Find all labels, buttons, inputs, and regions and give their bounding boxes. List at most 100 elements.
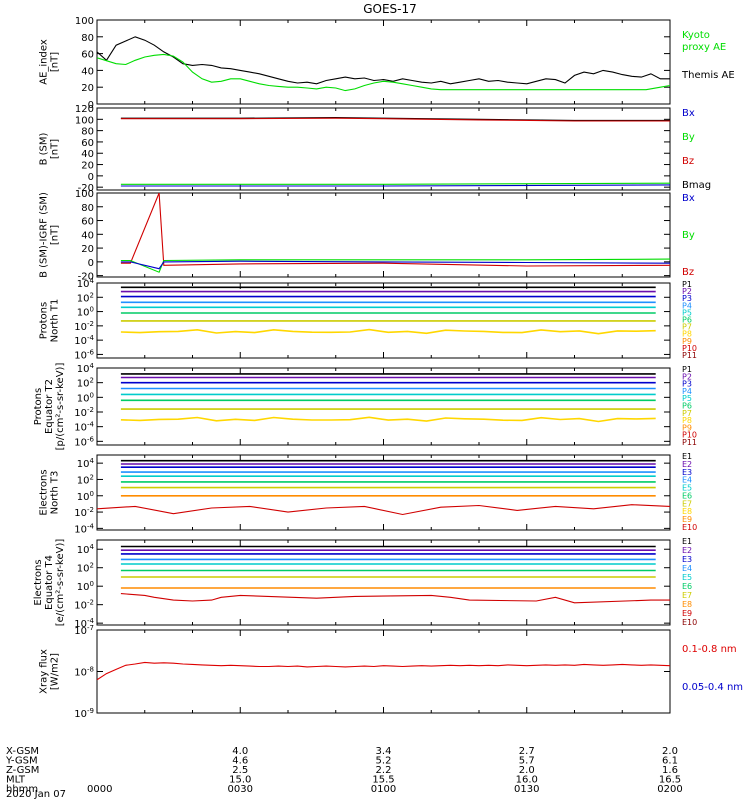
legend: Bx By Bz bbox=[682, 193, 695, 278]
legend-entry: P8 bbox=[682, 330, 692, 339]
y-tick-label: 0 bbox=[88, 100, 94, 111]
y-axis-label-line: Equator T2 bbox=[44, 379, 55, 434]
time-axis-value: 15.5 bbox=[372, 775, 394, 786]
legend-entry: P10 bbox=[682, 344, 697, 353]
time-axis-value: 3.4 bbox=[376, 746, 392, 757]
series-group bbox=[97, 661, 670, 681]
legend-entry: P11 bbox=[682, 351, 697, 360]
chart-title: GOES-17 bbox=[363, 2, 417, 16]
time-axis-row-label: Z-GSM bbox=[6, 765, 39, 776]
y-tick-label: 10-2 bbox=[74, 406, 94, 419]
y-tick-label: 100 bbox=[77, 306, 94, 319]
time-axis-value: 4.0 bbox=[232, 746, 248, 757]
legend-entry: 0.1-0.8 nm bbox=[682, 644, 737, 655]
time-axis-row-label: 2020 Jan 07 bbox=[6, 789, 66, 800]
legend-entry: E6 bbox=[682, 582, 692, 591]
y-axis-label-line: AE_index bbox=[39, 39, 50, 85]
series-group bbox=[120, 373, 656, 423]
time-axis-row-label: Y-GSM bbox=[5, 756, 38, 767]
legend-entry: E9 bbox=[682, 609, 692, 618]
y-axis-label-line: North T3 bbox=[50, 471, 61, 515]
legend-entry: E6 bbox=[682, 491, 692, 500]
legend-entry: E1 bbox=[682, 452, 692, 461]
y-tick-label: 100 bbox=[75, 115, 94, 126]
legend-entry: P6 bbox=[682, 316, 692, 325]
y-axis-label-line: [nT] bbox=[50, 139, 61, 159]
y-tick-label: 10-6 bbox=[74, 348, 94, 361]
y-tick-label: 80 bbox=[81, 127, 94, 138]
legend-entry: Bz bbox=[682, 267, 694, 278]
time-axis-value: 5.2 bbox=[376, 756, 392, 767]
time-axis-value: 1.6 bbox=[662, 765, 678, 776]
series-group bbox=[97, 36, 670, 92]
y-axis-label-line: B (SM) bbox=[39, 132, 50, 165]
y-axis-label: B (SM)-IGRF (SM) [nT] bbox=[39, 192, 61, 278]
legend-entry: Themis AE bbox=[681, 70, 735, 81]
y-tick-label: 102 bbox=[77, 473, 94, 486]
legend-entry: P9 bbox=[682, 337, 692, 346]
y-tick-exponent: 2 bbox=[90, 291, 94, 299]
time-axis-value: 2.0 bbox=[662, 746, 678, 757]
time-axis-value: 6.1 bbox=[662, 756, 678, 767]
series-0-1-0-8-nm bbox=[97, 661, 670, 681]
y-tick-label: 40 bbox=[81, 230, 94, 241]
legend-entry: E2 bbox=[682, 546, 692, 555]
y-tick-label: 100 bbox=[75, 189, 94, 200]
legend-entry: Bx bbox=[682, 193, 695, 204]
series-kyoto-proxy-ae bbox=[97, 53, 670, 92]
legend-entry: By bbox=[682, 132, 695, 143]
y-tick-label: 80 bbox=[81, 203, 94, 214]
y-tick-exponent: 2 bbox=[90, 377, 94, 385]
y-tick-label: 120 bbox=[75, 104, 94, 115]
panel-frame bbox=[96, 539, 671, 626]
legend-entry: E1 bbox=[682, 537, 692, 546]
y-tick-label: 60 bbox=[81, 50, 94, 61]
y-tick-exponent: 0 bbox=[90, 580, 94, 588]
legend-entry: E7 bbox=[682, 499, 692, 508]
legend-entry: E4 bbox=[682, 476, 692, 485]
y-axis-label-line: Xray flux bbox=[39, 649, 50, 694]
y-tick-exponent: -6 bbox=[87, 435, 95, 443]
y-tick-label: 10-4 bbox=[74, 522, 94, 535]
legend-entry: P4 bbox=[682, 387, 692, 396]
legend-entry: By bbox=[682, 230, 695, 241]
time-axis-value: 15.0 bbox=[229, 775, 251, 786]
panel-xray: 10-9 10-8 10-7 Xray flux [W/m2] 0.1-0.8 nm 0.0… bbox=[39, 624, 744, 720]
legend-entry: E8 bbox=[682, 600, 692, 609]
y-axis-label-line: [p/(cm²-s-sr-keV)] bbox=[55, 363, 66, 451]
legend-entry: E5 bbox=[682, 573, 692, 582]
series-bx bbox=[120, 260, 670, 270]
legend-entry: Kyoto bbox=[682, 30, 710, 41]
y-tick-label: 104 bbox=[77, 277, 95, 290]
y-tick-label: 0 bbox=[88, 258, 94, 269]
time-axis-value: 16.5 bbox=[659, 775, 681, 786]
y-axis-label-line: Electrons bbox=[39, 469, 50, 515]
y-axis-label: Xray flux [W/m2] bbox=[39, 649, 61, 694]
y-tick-label: 100 bbox=[77, 580, 94, 593]
series-bz bbox=[120, 117, 670, 122]
time-axis-value: 2.0 bbox=[519, 765, 535, 776]
y-tick-exponent: -4 bbox=[87, 334, 95, 342]
y-tick-exponent: -2 bbox=[87, 320, 94, 328]
y-tick-label: 60 bbox=[81, 217, 94, 228]
y-tick-label: 10-4 bbox=[74, 334, 94, 347]
y-axis-label: Electrons Equator T4 [e/(cm²-s-sr-keV)] bbox=[33, 539, 66, 627]
y-tick-exponent: -6 bbox=[87, 348, 95, 356]
time-axis-value: 0000 bbox=[87, 784, 112, 795]
y-tick-exponent: 2 bbox=[90, 562, 94, 570]
y-tick-label: 10-9 bbox=[74, 707, 94, 720]
legend-entry: E5 bbox=[682, 484, 692, 493]
y-tick-exponent: 2 bbox=[90, 473, 94, 481]
y-axis-label-line: Equator T4 bbox=[44, 555, 55, 610]
y-tick-exponent: -9 bbox=[87, 707, 94, 715]
legend-entry: P6 bbox=[682, 402, 692, 411]
legend-entry: P7 bbox=[682, 409, 692, 418]
y-axis-label: Protons North T1 bbox=[39, 299, 61, 343]
time-axis-value: 0200 bbox=[657, 784, 682, 795]
y-tick-label: 10-2 bbox=[74, 599, 94, 612]
time-axis-value: 2.5 bbox=[232, 765, 248, 776]
